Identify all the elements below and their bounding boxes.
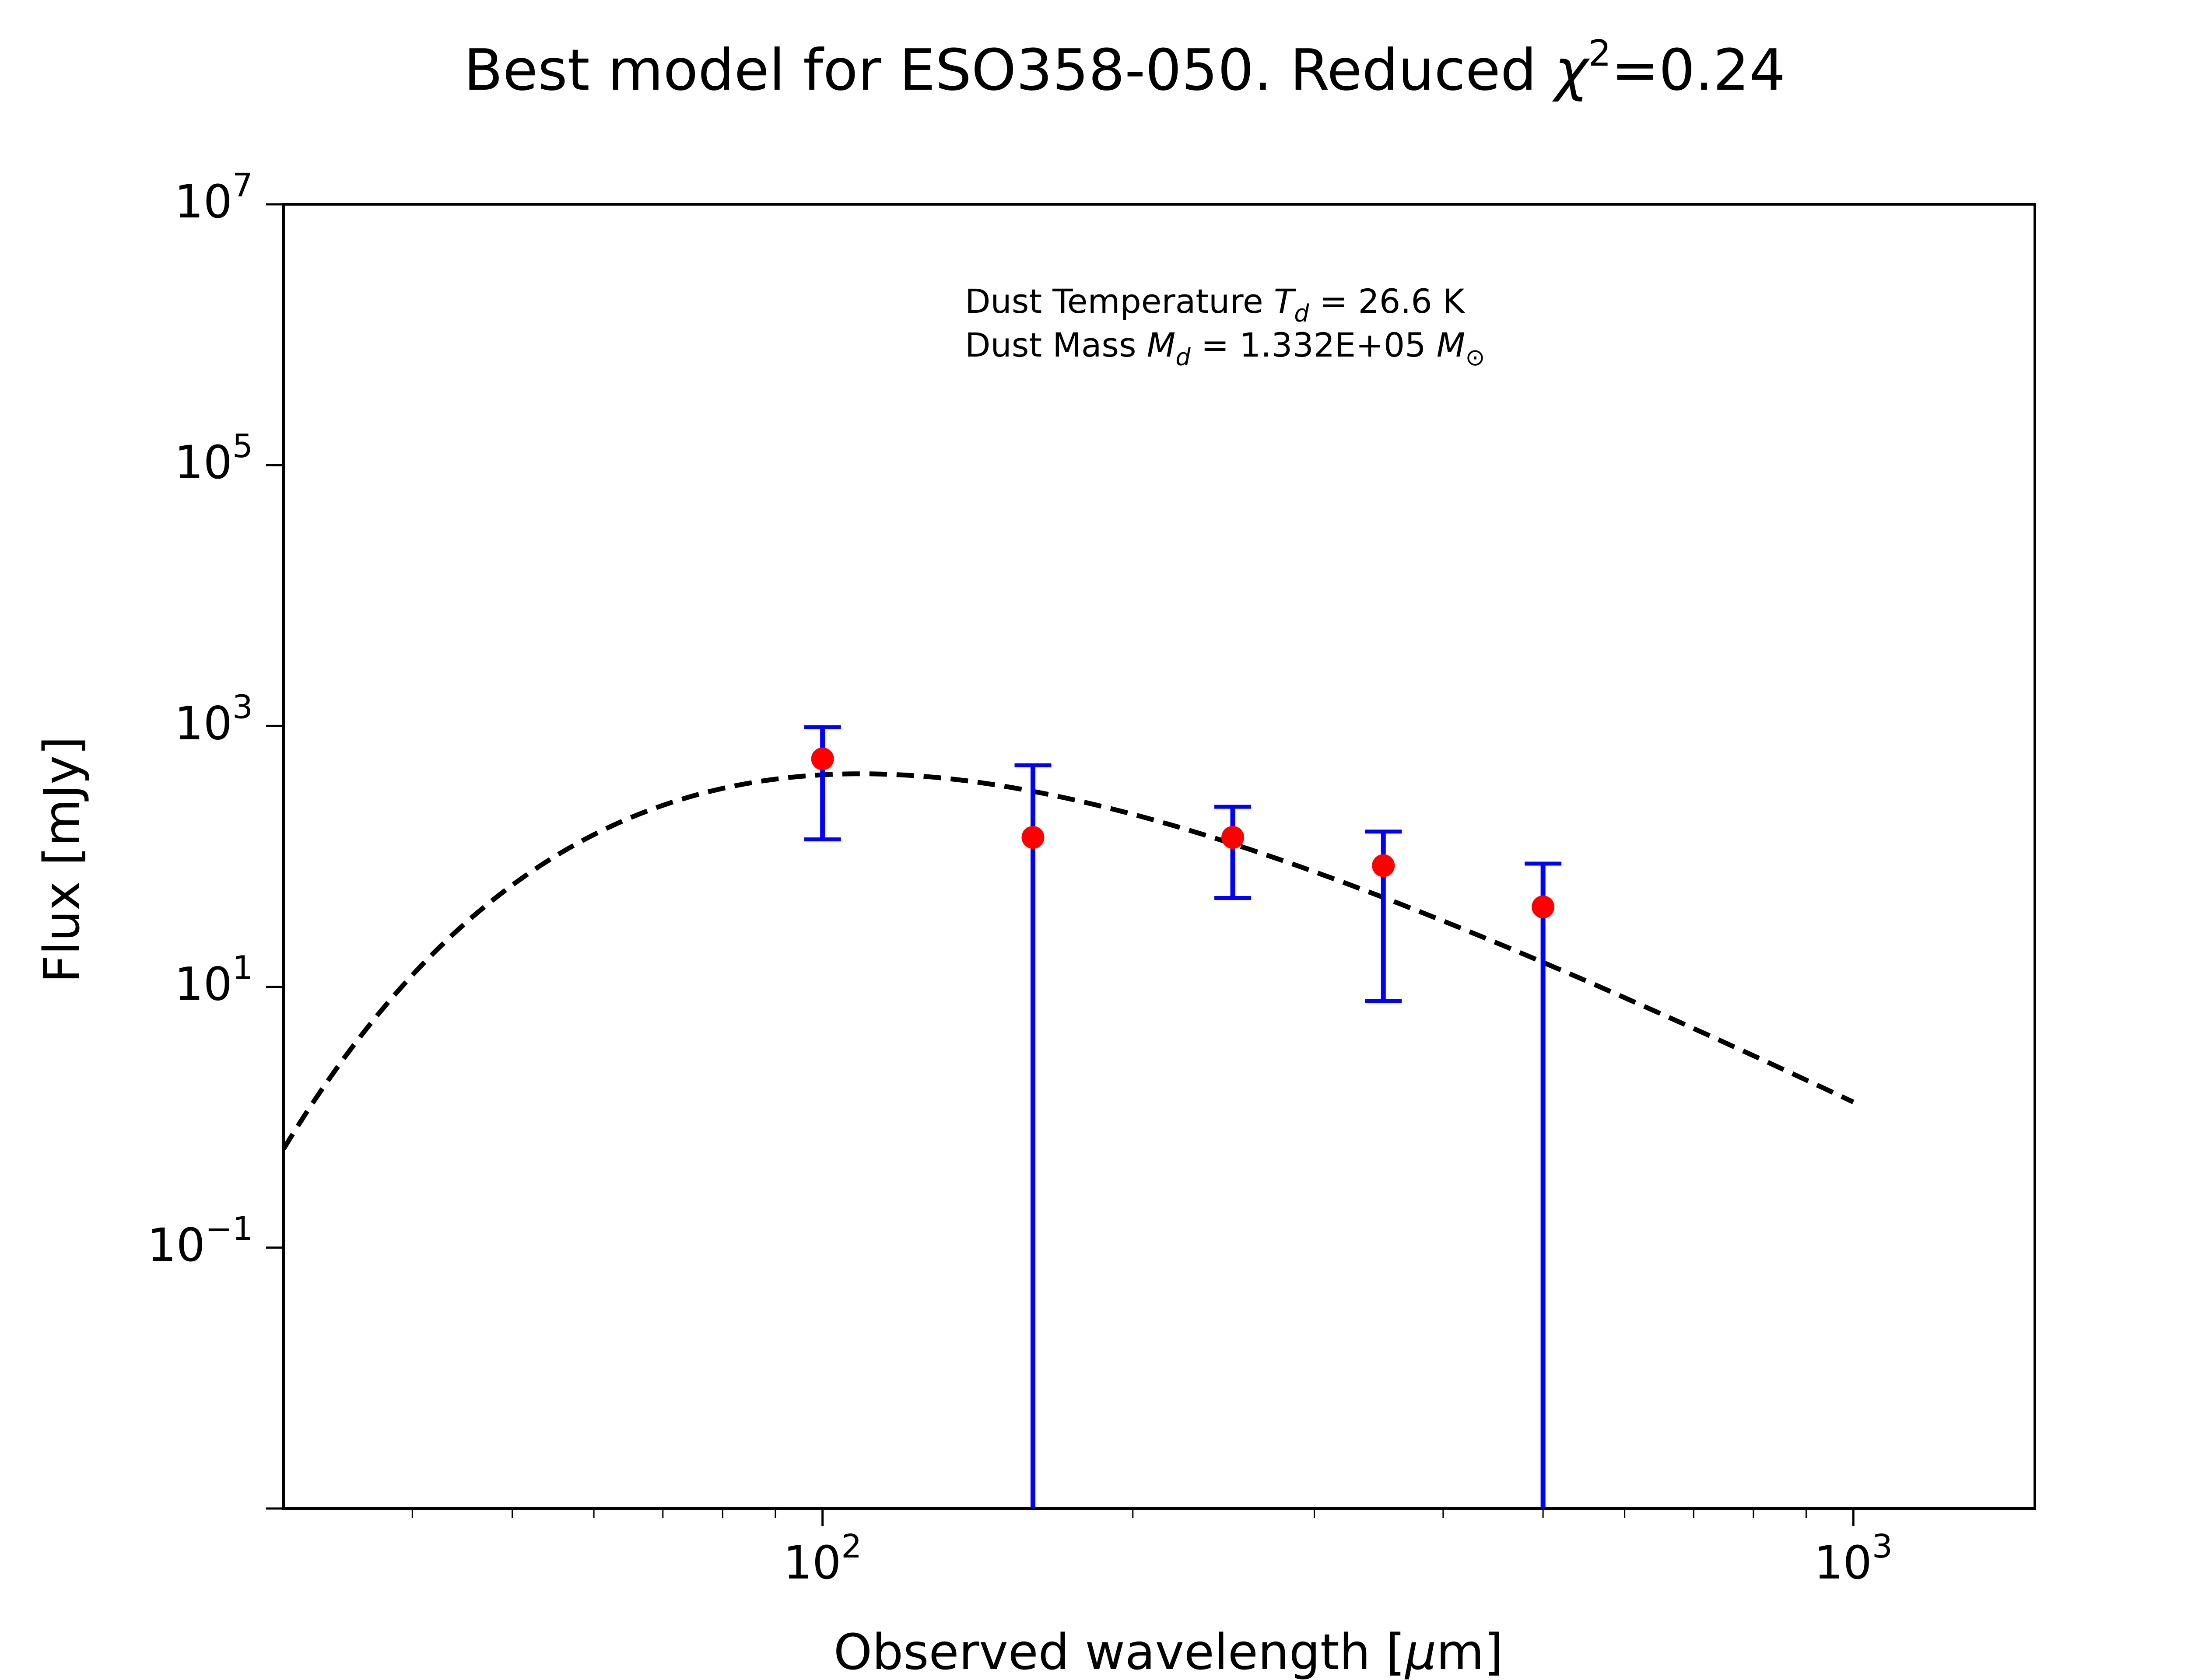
plot-frame: [282, 203, 2036, 1510]
data-point: [1532, 895, 1555, 918]
annotation-mass-label: Dust Mass: [965, 326, 1147, 364]
chart-title-text: Best model for ESO358-050. Reduced: [464, 37, 1555, 103]
fit-annotation: Dust Temperature Td = 26.6 K: [965, 282, 1466, 327]
x-tick-label: 103: [1814, 1528, 1892, 1589]
y-tick-label: 101: [175, 949, 253, 1011]
y-tick-label-base: 10: [175, 175, 232, 228]
y-tick-label: 10−1: [147, 1210, 253, 1272]
y-tick-label-exponent: 3: [232, 688, 253, 726]
annotation-mass-subscript: d: [1175, 343, 1191, 371]
y-tick-label-exponent: −1: [205, 1210, 253, 1248]
x-axis-label: Observed wavelength [μm]: [834, 1624, 1503, 1680]
x-axis-label-unit: m]: [1436, 1624, 1503, 1680]
x-tick-label-exponent: 3: [1872, 1528, 1893, 1565]
annotation-temperature-label: Dust Temperature: [965, 282, 1274, 321]
y-tick-label: 103: [175, 688, 253, 750]
y-tick-label-base: 10: [147, 1218, 205, 1272]
chart-title-sup: 2: [1588, 33, 1611, 74]
chart-title-chi: χ: [1552, 37, 1590, 103]
annotation-temperature-subscript: d: [1294, 300, 1309, 327]
x-axis-label-text: Observed wavelength [: [834, 1624, 1405, 1680]
x-tick-label-base: 10: [1814, 1536, 1872, 1589]
y-tick-label: 105: [175, 427, 253, 489]
x-axis-label-mu: μ: [1404, 1624, 1436, 1680]
y-tick-label-base: 10: [175, 958, 232, 1011]
y-axis-label: Flux [mJy]: [34, 736, 91, 983]
annotation-mass-unit-subscript: ⊙: [1465, 343, 1485, 371]
data-point: [1221, 826, 1245, 849]
y-tick-label-exponent: 5: [232, 427, 253, 465]
annotation-temperature-value: = 26.6 K: [1309, 282, 1466, 321]
x-tick-label: 102: [783, 1528, 862, 1589]
annotation-temperature-symbol: T: [1274, 282, 1297, 321]
y-tick-label-base: 10: [175, 436, 232, 489]
y-tick-label-exponent: 1: [232, 949, 253, 987]
model-curve: [284, 771, 1855, 1151]
annotation-mass-unit-symbol: M: [1437, 326, 1466, 364]
y-tick-label-base: 10: [175, 696, 232, 750]
x-tick-label-exponent: 2: [841, 1528, 862, 1565]
chart-title-value: =0.24: [1611, 37, 1785, 103]
data-point: [1021, 826, 1045, 849]
y-tick-label: 107: [175, 167, 253, 228]
data-point: [811, 747, 834, 770]
y-tick-label-exponent: 7: [232, 167, 253, 204]
annotation-mass-value: = 1.332E+05: [1191, 326, 1437, 364]
annotation-mass-symbol: M: [1147, 326, 1176, 364]
fit-annotation-mass: Dust Mass Md = 1.332E+05 M⊙: [965, 326, 1485, 371]
data-point: [1372, 854, 1395, 877]
chart-title: Best model for ESO358-050. Reduced χ2=0.…: [464, 33, 1785, 103]
x-tick-label-base: 10: [783, 1536, 841, 1589]
